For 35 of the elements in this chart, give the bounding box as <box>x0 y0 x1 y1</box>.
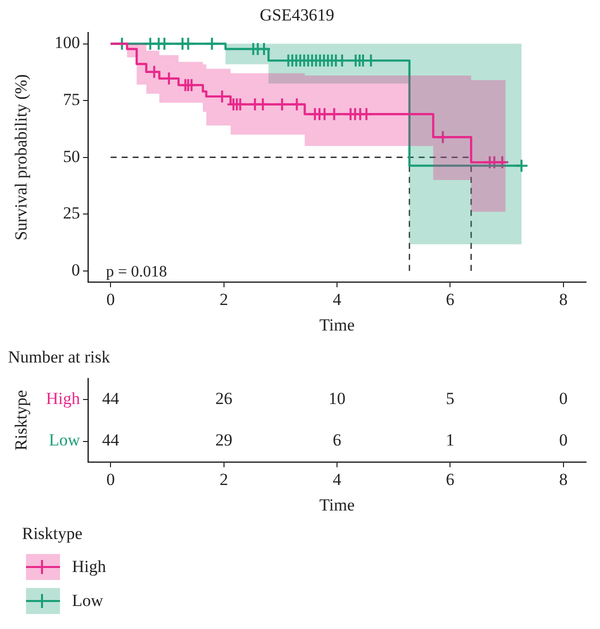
x-tick-label: 6 <box>446 470 454 489</box>
y-tick-label: 25 <box>63 204 80 223</box>
data-label: 6 <box>332 430 342 450</box>
x-tick-label: 0 <box>106 290 115 309</box>
x-axis-title: Time <box>319 495 355 514</box>
data-label: 44 <box>102 430 120 450</box>
x-tick-label: 2 <box>220 470 228 489</box>
x-tick-label: 8 <box>559 470 568 489</box>
y-axis-title: Survival probability (%) <box>12 74 31 240</box>
data-label: 44 <box>102 388 120 408</box>
y-tick-label: 75 <box>63 90 80 109</box>
x-tick-label: 2 <box>220 290 228 309</box>
x-tick-label: 8 <box>559 290 568 309</box>
y-tick-label: High <box>46 388 80 408</box>
chart-title: GSE43619 <box>260 6 334 25</box>
data-label: 0 <box>559 388 568 408</box>
y-tick-label: 0 <box>72 260 80 280</box>
data-label: 26 <box>215 388 232 408</box>
annotation: p = 0.018 <box>106 263 168 280</box>
y-tick-label: 50 <box>63 146 80 166</box>
x-tick-label: 0 <box>106 470 115 489</box>
data-label: 0 <box>559 430 568 450</box>
x-tick-label: 4 <box>332 470 342 489</box>
y-tick-label: 100 <box>54 33 80 52</box>
chart-title: Number at risk <box>8 348 110 367</box>
x-tick-label: 4 <box>332 290 342 309</box>
x-axis-title: Time <box>319 315 355 334</box>
data-label: 5 <box>446 388 454 408</box>
legend-title: Risktype <box>22 524 84 544</box>
y-tick-label: Low <box>48 430 81 450</box>
data-label: 1 <box>446 430 454 450</box>
data-label: 29 <box>215 430 232 450</box>
y-axis-title: Risktype <box>12 390 31 451</box>
data-label: 10 <box>328 388 346 408</box>
x-tick-label: 6 <box>446 290 454 309</box>
